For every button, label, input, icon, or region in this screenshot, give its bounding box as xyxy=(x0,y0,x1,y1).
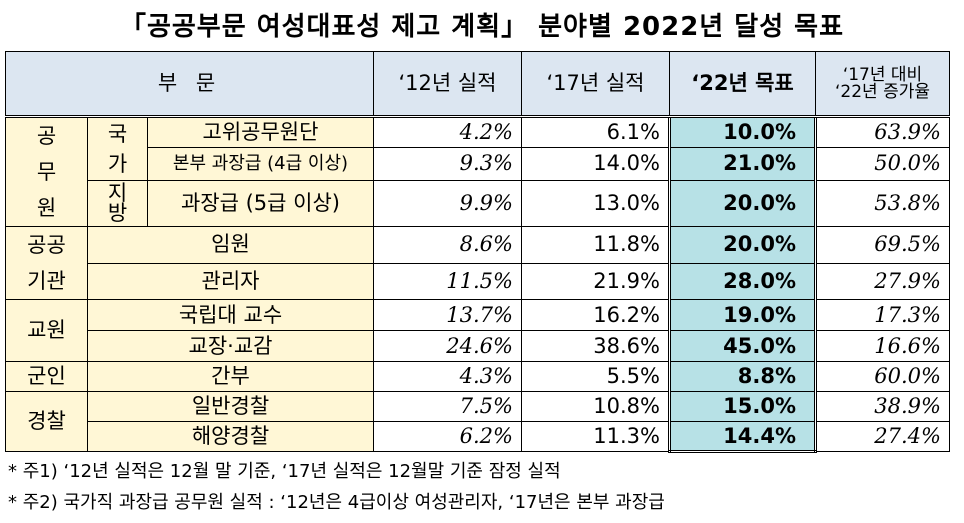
cell-increase-rate: 53.8% xyxy=(815,179,950,228)
footnote-2: * 주2) 국가직 과장급 공무원 실적 : ‘12년은 4급이상 여성관리자,… xyxy=(8,492,665,513)
footnote-1: * 주1) ‘12년 실적은 12월 말 기준, ‘17년 실적은 12월말 기… xyxy=(8,461,561,482)
header-2022-goal: ‘22년 목표 xyxy=(669,51,816,118)
group-public-inst-line1: 공공 xyxy=(27,233,66,257)
table-row: 본부 과장급 (4급 이상) 9.3% 14.0% 21.0% 50.0% xyxy=(6,146,950,181)
cell-2017: 16.2% xyxy=(521,299,670,331)
table-row: 군인 간부 4.3% 5.5% 8.8% 60.0% xyxy=(5,361,950,392)
cell-2012: 9.3% xyxy=(373,146,522,181)
header-2017: ‘17년 실적 xyxy=(521,51,670,118)
cell-2017: 13.0% xyxy=(521,179,670,228)
header-sector: 부 문 xyxy=(5,51,374,118)
cell-2017: 6.1% xyxy=(521,116,670,148)
row-label: 국립대 교수 xyxy=(87,299,374,331)
subgroup-local-label: 지방 xyxy=(107,181,128,226)
cell-2022-goal: 15.0% xyxy=(668,391,817,422)
row-label: 본부 과장급 (4급 이상) xyxy=(147,146,374,181)
cell-2022-goal: 20.0% xyxy=(668,226,817,264)
cell-2012: 4.3% xyxy=(373,361,522,392)
table-row: 지방 과장급 (5급 이상) 9.9% 13.0% 20.0% 53.8% xyxy=(6,179,950,228)
table-row: 공무원 국가 고위공무원단 4.2% 6.1% 10.0% 63.9% xyxy=(5,116,950,227)
table-header-row: 부 문 ‘12년 실적 ‘17년 실적 ‘22년 목표 ‘17년 대비 ‘22년… xyxy=(5,51,950,118)
cell-increase-rate: 69.5% xyxy=(815,226,950,264)
row-label: 임원 xyxy=(87,226,374,264)
table-row: 관리자 11.5% 21.9% 28.0% 27.9% xyxy=(6,262,950,300)
cell-increase-rate: 27.4% xyxy=(815,421,950,452)
cell-2012: 7.5% xyxy=(373,391,522,422)
header-increase-rate: ‘17년 대비 ‘22년 증가율 xyxy=(815,51,950,118)
row-label: 과장급 (5급 이상) xyxy=(147,179,374,228)
cell-2012: 8.6% xyxy=(373,226,522,264)
cell-2012: 24.6% xyxy=(373,330,522,362)
cell-2017: 5.5% xyxy=(521,361,670,392)
cell-2012: 6.2% xyxy=(373,421,522,452)
cell-2022-goal: 14.4% xyxy=(668,421,817,453)
group-civil-servant: 공무원 xyxy=(5,116,88,227)
group-public-inst-line2: 기관 xyxy=(27,269,66,293)
subgroup-local: 지방 xyxy=(87,179,148,228)
goals-table: 부 문 ‘12년 실적 ‘17년 실적 ‘22년 목표 ‘17년 대비 ‘22년… xyxy=(5,51,950,453)
cell-increase-rate: 60.0% xyxy=(815,361,950,392)
cell-2022-goal: 10.0% xyxy=(668,116,817,148)
row-label: 관리자 xyxy=(87,262,374,300)
cell-2022-goal: 20.0% xyxy=(668,179,817,228)
cell-2022-goal: 21.0% xyxy=(668,146,817,181)
page-title: 「공공부문 여성대표성 제고 계획」 분야별 2022년 달성 목표 xyxy=(119,12,845,42)
table-row: 교장·교감 24.6% 38.6% 45.0% 16.6% xyxy=(6,330,950,362)
table-row: 해양경찰 6.2% 11.3% 14.4% 27.4% xyxy=(6,421,950,453)
cell-2022-goal: 45.0% xyxy=(668,330,817,362)
header-rate-line2: ‘22년 증가율 xyxy=(835,81,930,102)
table-row: 공공 기관 임원 8.6% 11.8% 20.0% 69.5% xyxy=(5,226,950,300)
subgroup-national-label: 국가 xyxy=(107,121,128,176)
cell-increase-rate: 63.9% xyxy=(815,116,950,148)
row-label: 고위공무원단 xyxy=(147,116,374,148)
cell-2017: 14.0% xyxy=(521,146,670,181)
cell-increase-rate: 17.3% xyxy=(815,299,950,331)
header-2012: ‘12년 실적 xyxy=(373,51,522,118)
cell-2022-goal: 8.8% xyxy=(668,361,817,392)
row-label: 간부 xyxy=(87,361,374,392)
cell-2022-goal: 19.0% xyxy=(668,299,817,331)
cell-increase-rate: 38.9% xyxy=(815,391,950,422)
cell-2012: 4.2% xyxy=(373,116,522,148)
row-label: 해양경찰 xyxy=(87,421,374,452)
table-row: 경찰 일반경찰 7.5% 10.8% 15.0% 38.9% xyxy=(5,391,950,452)
cell-2012: 9.9% xyxy=(373,179,522,228)
group-public-institution: 공공 기관 xyxy=(5,226,88,300)
cell-2017: 11.8% xyxy=(521,226,670,264)
row-label: 교장·교감 xyxy=(87,330,374,362)
cell-2017: 10.8% xyxy=(521,391,670,422)
cell-2012: 11.5% xyxy=(373,262,522,300)
cell-increase-rate: 27.9% xyxy=(815,262,950,300)
cell-2017: 21.9% xyxy=(521,262,670,300)
cell-2017: 11.3% xyxy=(521,421,670,452)
group-teacher: 교원 xyxy=(5,299,88,362)
table-row: 교원 국립대 교수 13.7% 16.2% 19.0% 17.3% xyxy=(5,299,950,362)
group-civil-servant-label: 공무원 xyxy=(36,124,57,220)
group-police: 경찰 xyxy=(5,391,88,452)
cell-increase-rate: 50.0% xyxy=(815,146,950,181)
header-rate-line1: ‘17년 대비 xyxy=(842,64,923,85)
cell-2012: 13.7% xyxy=(373,299,522,331)
group-military: 군인 xyxy=(5,361,88,392)
cell-2017: 38.6% xyxy=(521,330,670,362)
cell-increase-rate: 16.6% xyxy=(815,330,950,362)
cell-2022-goal: 28.0% xyxy=(668,262,817,300)
row-label: 일반경찰 xyxy=(87,391,374,422)
footnotes: * 주1) ‘12년 실적은 12월 말 기준, ‘17년 실적은 12월말 기… xyxy=(8,456,665,518)
subgroup-national: 국가 xyxy=(87,116,148,181)
